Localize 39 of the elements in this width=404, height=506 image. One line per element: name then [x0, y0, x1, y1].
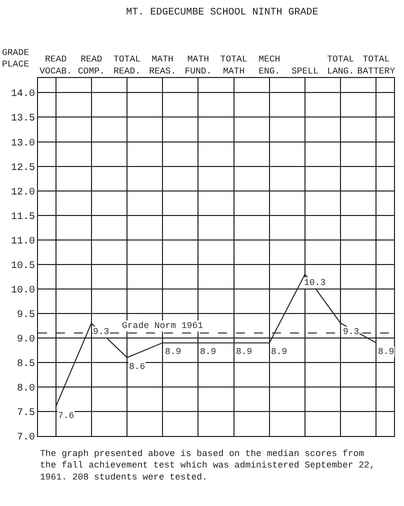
x-tick-label: TOTAL MATH	[220, 54, 248, 76]
y-axis-title: GRADE PLACE	[2, 48, 30, 70]
x-tick-label: TOTAL LANG.	[327, 54, 354, 76]
x-tick-label: TOTAL BATTERY	[357, 54, 396, 76]
data-label: 8.9	[378, 347, 394, 357]
ref-line-label: Grade Norm 1961	[122, 321, 204, 331]
x-tick-label: MATH FUND.	[184, 54, 212, 76]
y-tick-label: 9.5	[16, 310, 35, 321]
data-label: 8.9	[236, 347, 252, 357]
y-tick-label: 14.0	[10, 89, 35, 100]
data-label: 10.3	[304, 278, 326, 288]
y-tick-label: 12.5	[10, 162, 35, 174]
y-tick-label: 10.0	[10, 285, 35, 296]
data-label: 9.3	[343, 327, 360, 337]
y-tick-label: 11.5	[10, 212, 35, 223]
data-label: 8.6	[129, 362, 146, 372]
data-label: 8.9	[271, 347, 288, 357]
y-tick-label: 7.5	[16, 408, 35, 419]
data-label: 8.9	[200, 347, 216, 357]
y-tick-label: 8.5	[16, 358, 35, 370]
data-label: 8.9	[165, 347, 182, 357]
y-tick-label: 13.0	[10, 138, 35, 150]
y-tick-label: 9.0	[16, 334, 35, 346]
x-tick-label: READ VOCAB.	[40, 54, 72, 76]
y-tick-label: 10.5	[10, 260, 35, 272]
x-tick-label: MATH REAS.	[149, 54, 176, 76]
y-tick-label: 11.0	[10, 236, 35, 248]
x-tick-label: READ COMP.	[78, 54, 105, 76]
x-tick-label: TOTAL READ.	[113, 54, 141, 76]
data-label: 9.3	[93, 327, 110, 337]
x-tick-label: MECH ENG.	[258, 54, 280, 76]
y-tick-label: 8.0	[16, 383, 35, 394]
y-tick-label: 13.5	[10, 114, 35, 125]
chart-title: MT. EDGECUMBE SCHOOL NINTH GRADE	[126, 8, 318, 19]
y-tick-label: 7.0	[16, 432, 35, 444]
data-label: 7.6	[58, 411, 74, 421]
x-tick-label: SPELL	[291, 66, 319, 76]
y-tick-label: 12.0	[10, 187, 35, 198]
text: The graph presented above is based on the median scores from the fall achievement test which was administered September 22, 1961. 208 students were tested.	[40, 449, 375, 482]
